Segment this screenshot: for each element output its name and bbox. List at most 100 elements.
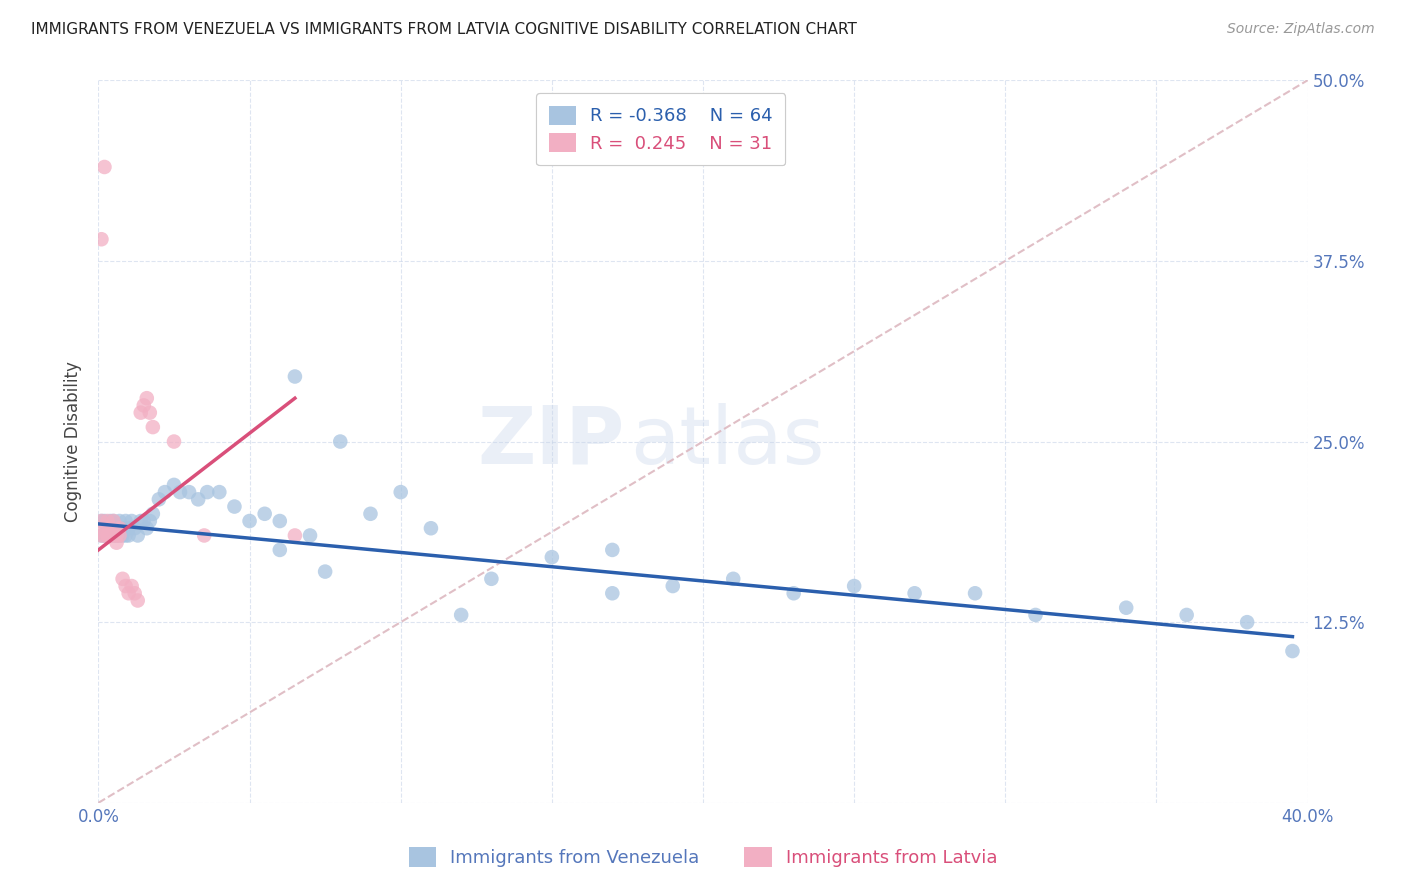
Point: [602, 542, 624, 557]
Point: [481, 572, 503, 586]
Point: [124, 521, 146, 535]
Point: [114, 514, 136, 528]
Point: [148, 492, 170, 507]
Point: [1281, 644, 1303, 658]
Point: [193, 528, 215, 542]
Point: [108, 514, 131, 528]
Point: [224, 500, 246, 514]
Point: [121, 514, 143, 528]
Point: [284, 528, 307, 542]
Point: [108, 528, 131, 542]
Point: [253, 507, 276, 521]
Point: [450, 607, 472, 622]
Point: [163, 478, 186, 492]
Point: [129, 406, 152, 420]
Point: [132, 514, 155, 528]
Point: [105, 521, 128, 535]
Point: [114, 579, 136, 593]
Point: [127, 528, 149, 542]
Legend: Immigrants from Venezuela, Immigrants from Latvia: Immigrants from Venezuela, Immigrants fr…: [401, 839, 1005, 874]
Point: [96, 514, 118, 528]
Point: [195, 485, 218, 500]
Point: [269, 514, 291, 528]
Point: [93, 521, 115, 535]
Y-axis label: Cognitive Disability: Cognitive Disability: [65, 361, 83, 522]
Point: [90, 514, 112, 528]
Point: [105, 535, 128, 549]
Point: [103, 514, 125, 528]
Text: Source: ZipAtlas.com: Source: ZipAtlas.com: [1227, 22, 1375, 37]
Point: [783, 586, 806, 600]
Point: [108, 528, 131, 542]
Point: [96, 528, 118, 542]
Point: [100, 528, 122, 542]
Point: [90, 232, 112, 246]
Point: [93, 160, 115, 174]
Point: [105, 528, 128, 542]
Point: [111, 572, 134, 586]
Point: [602, 586, 624, 600]
Point: [420, 521, 443, 535]
Point: [239, 514, 262, 528]
Point: [1115, 600, 1137, 615]
Point: [111, 521, 134, 535]
Point: [100, 528, 122, 542]
Point: [118, 586, 141, 600]
Point: [118, 521, 141, 535]
Point: [314, 565, 336, 579]
Point: [93, 514, 115, 528]
Point: [1024, 607, 1046, 622]
Point: [269, 542, 291, 557]
Point: [661, 579, 683, 593]
Point: [96, 528, 118, 542]
Point: [100, 514, 122, 528]
Point: [90, 528, 112, 542]
Point: [105, 528, 128, 542]
Point: [103, 528, 125, 542]
Point: [844, 579, 866, 593]
Point: [135, 521, 157, 535]
Point: [111, 528, 134, 542]
Point: [108, 521, 131, 535]
Point: [93, 528, 115, 542]
Point: [360, 507, 382, 521]
Text: atlas: atlas: [630, 402, 825, 481]
Point: [93, 528, 115, 542]
Legend: R = -0.368    N = 64, R =  0.245    N = 31: R = -0.368 N = 64, R = 0.245 N = 31: [536, 93, 786, 165]
Point: [129, 514, 152, 528]
Point: [139, 514, 162, 528]
Text: ZIP: ZIP: [477, 402, 624, 481]
Point: [121, 579, 143, 593]
Point: [114, 528, 136, 542]
Text: IMMIGRANTS FROM VENEZUELA VS IMMIGRANTS FROM LATVIA COGNITIVE DISABILITY CORRELA: IMMIGRANTS FROM VENEZUELA VS IMMIGRANTS …: [31, 22, 856, 37]
Point: [153, 485, 176, 500]
Point: [90, 514, 112, 528]
Point: [103, 528, 125, 542]
Point: [142, 507, 165, 521]
Point: [329, 434, 352, 449]
Point: [103, 514, 125, 528]
Point: [96, 521, 118, 535]
Point: [142, 420, 165, 434]
Point: [299, 528, 322, 542]
Point: [124, 586, 146, 600]
Point: [163, 434, 186, 449]
Point: [540, 550, 562, 565]
Point: [1175, 607, 1198, 622]
Point: [208, 485, 231, 500]
Point: [135, 391, 157, 405]
Point: [187, 492, 209, 507]
Point: [132, 398, 155, 412]
Point: [127, 593, 149, 607]
Point: [965, 586, 987, 600]
Point: [284, 369, 307, 384]
Point: [1236, 615, 1258, 630]
Point: [904, 586, 927, 600]
Point: [100, 521, 122, 535]
Point: [179, 485, 201, 500]
Point: [90, 528, 112, 542]
Point: [139, 406, 162, 420]
Point: [389, 485, 412, 500]
Point: [96, 528, 118, 542]
Point: [118, 528, 141, 542]
